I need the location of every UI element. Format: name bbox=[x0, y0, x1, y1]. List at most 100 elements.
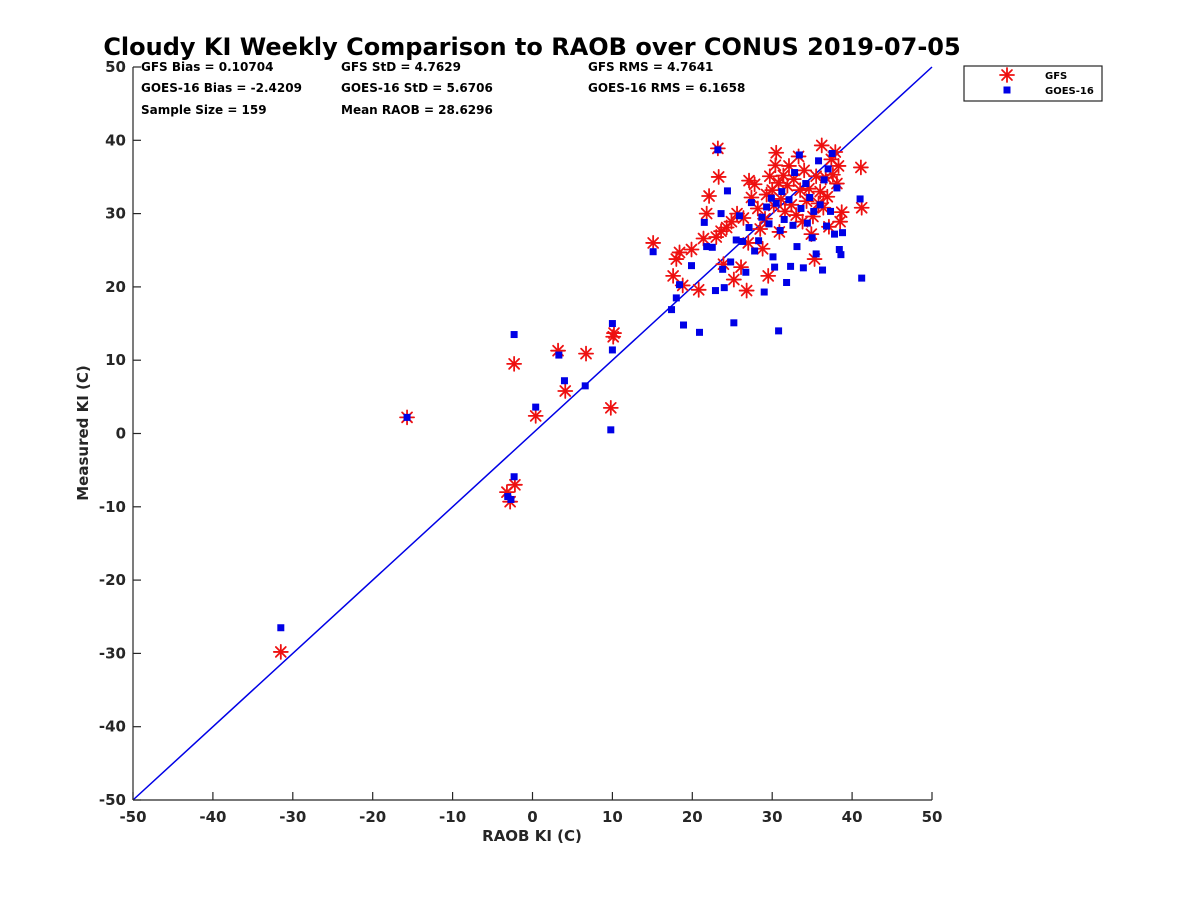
goes16-point bbox=[791, 169, 799, 177]
x-tick-label: 20 bbox=[682, 808, 703, 826]
gfs-point bbox=[272, 644, 289, 660]
x-tick-label: 50 bbox=[922, 808, 943, 826]
gfs-point bbox=[796, 162, 813, 179]
goes16-point bbox=[560, 377, 568, 385]
gfs-point bbox=[808, 168, 825, 185]
gfs-point bbox=[701, 188, 717, 204]
y-tick-label: -20 bbox=[99, 571, 126, 589]
goes16-point bbox=[797, 204, 805, 212]
goes16-point bbox=[787, 262, 795, 270]
goes16-point bbox=[649, 248, 657, 256]
goes16-point bbox=[833, 184, 841, 192]
gfs-point bbox=[665, 268, 682, 284]
legend-entries: GFS GOES-16 bbox=[999, 67, 1094, 97]
goes16-point bbox=[755, 237, 763, 245]
goes16-point bbox=[507, 495, 515, 503]
gfs-point bbox=[527, 408, 544, 424]
goes16-point bbox=[747, 199, 755, 207]
gfs-point bbox=[698, 205, 715, 222]
goes16-point bbox=[700, 218, 708, 226]
goes16-point bbox=[277, 624, 285, 632]
goes16-point bbox=[839, 229, 847, 237]
goes16-point bbox=[532, 403, 540, 411]
legend-box bbox=[963, 65, 1103, 102]
legend-label: GOES-16 bbox=[1045, 86, 1094, 97]
x-tick-label: -50 bbox=[119, 808, 146, 826]
gfs-point bbox=[819, 188, 836, 205]
gfs-point bbox=[830, 158, 847, 174]
gfs-point bbox=[738, 282, 755, 299]
gfs-point bbox=[602, 399, 619, 416]
legend-label: GFS bbox=[1045, 71, 1067, 82]
goes16-point bbox=[780, 215, 788, 223]
gfs-point bbox=[690, 281, 707, 298]
goes16-point bbox=[751, 247, 759, 255]
gfs-point bbox=[746, 176, 763, 193]
y-tick-label: 10 bbox=[105, 351, 126, 369]
goes16-point bbox=[856, 195, 864, 203]
gfs-point bbox=[578, 345, 594, 362]
goes16-point bbox=[827, 207, 835, 215]
goes16-point bbox=[711, 287, 719, 295]
x-tick-label: -30 bbox=[279, 808, 306, 826]
stat-annotation: GOES-16 StD = 5.6706 bbox=[341, 81, 493, 95]
goes16-point bbox=[831, 230, 839, 238]
x-tick-label: 10 bbox=[602, 808, 623, 826]
y-tick-label: 0 bbox=[116, 425, 126, 443]
goes16-point bbox=[820, 176, 828, 184]
goes16-point bbox=[607, 426, 615, 434]
goes16-point bbox=[812, 250, 820, 258]
y-tick-label: 40 bbox=[105, 131, 126, 149]
gfs-point bbox=[767, 157, 784, 174]
goes16-point bbox=[510, 331, 518, 339]
gfs-point bbox=[683, 241, 700, 258]
x-tick-label: -10 bbox=[439, 808, 466, 826]
stat-annotation: GFS Bias = 0.10704 bbox=[141, 60, 273, 74]
goes16-point bbox=[837, 251, 845, 259]
gfs-point bbox=[760, 268, 777, 284]
goes16-point bbox=[824, 165, 832, 173]
y-tick-label: 50 bbox=[105, 58, 126, 76]
goes16-point bbox=[793, 243, 801, 251]
goes16-point bbox=[775, 327, 783, 335]
goes16-point bbox=[745, 224, 753, 232]
tick-labels: -50 -40 -30 -20 -10 0 10 20 30 40 50 -50 -40 -30 -20 -1… bbox=[99, 58, 943, 826]
x-axis-label: RAOB KI (C) bbox=[482, 827, 582, 845]
series-layer bbox=[272, 137, 870, 660]
goes16-point bbox=[680, 321, 688, 329]
stat-annotation: Sample Size = 159 bbox=[141, 103, 267, 117]
x-tick-label: -40 bbox=[199, 808, 226, 826]
stat-annotation: GFS RMS = 4.7641 bbox=[588, 60, 713, 74]
x-tick-label: -20 bbox=[359, 808, 386, 826]
y-tick-label: -40 bbox=[99, 718, 126, 736]
goes16-point bbox=[555, 351, 563, 359]
goes16-point bbox=[795, 151, 803, 159]
stat-annotation: GFS StD = 4.7629 bbox=[341, 60, 461, 74]
goes16-point bbox=[720, 284, 728, 292]
chart-title: Cloudy KI Weekly Comparison to RAOB over… bbox=[103, 33, 960, 61]
stat-annotation: GOES-16 RMS = 6.1658 bbox=[588, 81, 745, 95]
goes16-point bbox=[835, 246, 843, 254]
goes16-point bbox=[676, 281, 684, 289]
goes16-point bbox=[799, 264, 807, 272]
gfs-point bbox=[725, 271, 742, 288]
x-tick-label: 40 bbox=[842, 808, 863, 826]
goes16-point bbox=[769, 253, 777, 261]
goes16-point bbox=[703, 243, 711, 251]
goes16-point bbox=[730, 319, 738, 327]
stat-annotation: Mean RAOB = 28.6296 bbox=[341, 103, 493, 117]
gfs-point bbox=[832, 213, 849, 230]
goes16-point bbox=[776, 226, 784, 234]
gfs-point bbox=[606, 325, 622, 341]
goes16-point bbox=[742, 268, 750, 276]
goes16-point bbox=[608, 320, 616, 328]
goes16-point bbox=[816, 201, 824, 209]
goes16-point bbox=[828, 149, 836, 157]
gfs-point bbox=[768, 144, 785, 161]
legend-marker-gfs bbox=[999, 67, 1015, 83]
goes16-point bbox=[783, 279, 791, 287]
goes16-point bbox=[688, 262, 696, 270]
goes16-point bbox=[723, 187, 731, 195]
gfs-point bbox=[741, 172, 757, 189]
